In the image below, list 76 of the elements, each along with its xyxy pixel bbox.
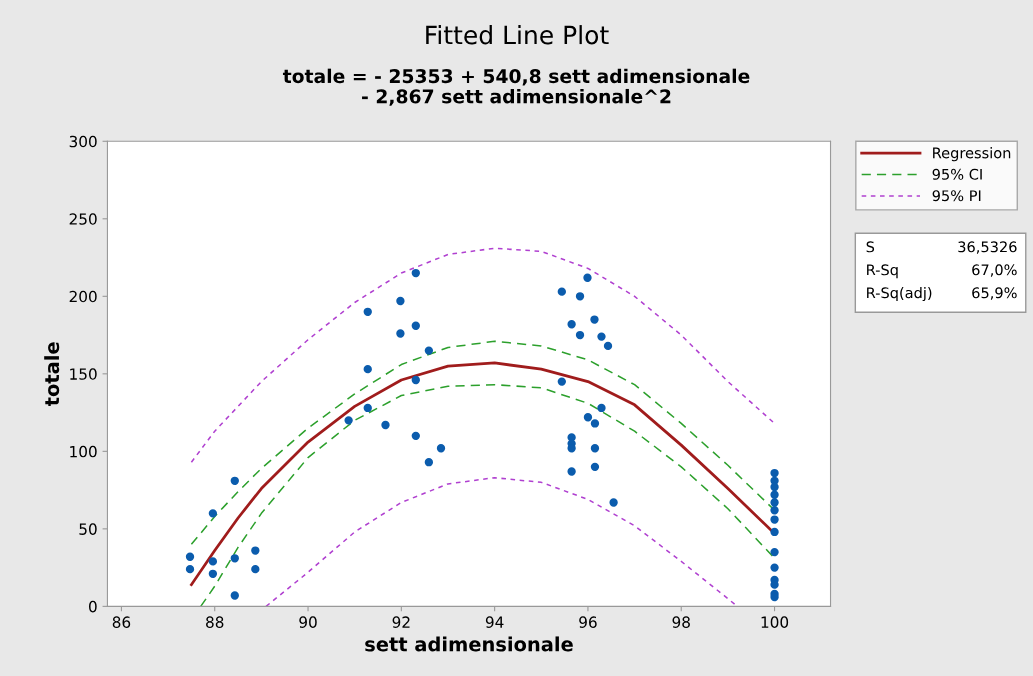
point — [770, 527, 779, 537]
point — [363, 365, 372, 374]
point — [770, 547, 779, 557]
legend-label: 95% PI — [932, 190, 981, 202]
point — [230, 476, 239, 485]
point — [590, 315, 599, 324]
point — [597, 403, 606, 413]
point — [590, 419, 600, 428]
point — [411, 321, 420, 330]
point — [567, 444, 576, 453]
y-tick-label: 150 — [70, 368, 97, 380]
y-tick-label: 200 — [69, 290, 97, 303]
point — [411, 375, 420, 385]
point — [396, 296, 405, 306]
point — [363, 403, 372, 413]
point — [770, 468, 779, 478]
point — [557, 287, 566, 296]
point — [363, 307, 372, 316]
point — [411, 431, 420, 441]
x-axis-title: sett adimensionale — [365, 636, 573, 652]
x-tick-label: 98 — [672, 616, 690, 628]
chart-subtitle: totale = - 25353 + 540,8 sett adimensionale - 2,867 sett adimensionale^2 — [282, 68, 750, 106]
y-tick-label: 100 — [70, 445, 97, 458]
legend-label: Regression — [933, 147, 1011, 162]
y-tick-label: 250 — [69, 213, 97, 225]
y-tick-label: 0 — [89, 600, 97, 613]
point — [557, 377, 566, 386]
point — [590, 462, 600, 472]
point — [230, 591, 239, 600]
point — [603, 341, 613, 351]
point — [208, 557, 218, 566]
x-tick-label: 88 — [206, 616, 224, 628]
point — [575, 330, 585, 340]
point — [185, 565, 195, 574]
point — [185, 552, 195, 561]
point — [396, 329, 405, 338]
legend-label: 95% CI — [932, 168, 982, 180]
point — [770, 482, 779, 492]
x-tick-label: 96 — [579, 616, 597, 628]
text: S 36,5326 — [866, 241, 1017, 254]
text: R-Sq(adj) 65,9% — [867, 287, 1017, 302]
x-tick-label: 92 — [392, 616, 410, 628]
point — [575, 292, 585, 301]
point — [424, 458, 434, 467]
point — [411, 268, 420, 278]
point — [344, 416, 353, 425]
point — [583, 273, 592, 282]
text: R-Sq 67,0% — [867, 264, 1017, 279]
y-tick-label: 300 — [69, 135, 97, 148]
point — [770, 563, 779, 572]
point — [770, 506, 779, 515]
point — [590, 444, 600, 453]
point — [251, 565, 260, 574]
point — [208, 509, 218, 518]
x-tick-label: 100 — [761, 616, 789, 628]
point — [770, 515, 779, 524]
point — [436, 444, 446, 453]
x-tick-label: 90 — [299, 616, 317, 628]
point — [230, 554, 239, 563]
point — [583, 413, 593, 422]
point — [597, 332, 606, 341]
point — [567, 320, 576, 329]
x-tick-label: 86 — [112, 616, 131, 628]
y-axis-title: totale — [44, 342, 60, 407]
point — [567, 467, 576, 476]
y-tick-label: 50 — [79, 523, 97, 535]
chart-title: Fitted Line Plot — [426, 25, 609, 45]
x-tick-label: 94 — [485, 616, 504, 628]
point — [424, 346, 434, 355]
line-series — [265, 476, 738, 607]
point — [770, 490, 779, 499]
point — [251, 546, 260, 555]
line-series — [190, 247, 776, 463]
point — [609, 498, 618, 507]
point — [208, 569, 218, 578]
point — [381, 420, 390, 430]
